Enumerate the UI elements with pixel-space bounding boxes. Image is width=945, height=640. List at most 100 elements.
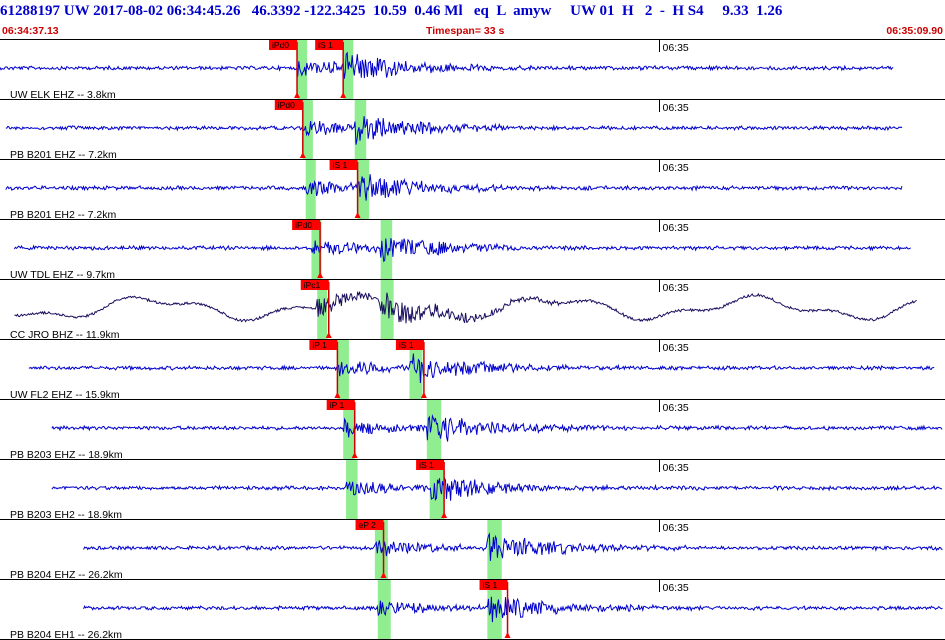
channel-label: PB B201 EHZ -- 7.2km (10, 149, 117, 161)
event-datetime: 2017-08-02 06:34:45.26 (93, 3, 241, 19)
event-type: eq (473, 3, 489, 19)
pick-window (380, 280, 394, 340)
channel-row: 06:35 iPc1 CC JRO BHZ -- 11.9km (0, 280, 945, 341)
pick-label: iPd0 (278, 100, 295, 110)
pick-marker (420, 392, 427, 398)
minute-tick-label: 06:35 (663, 582, 689, 594)
waveform-trace (0, 51, 894, 79)
minute-tick-label: 06:35 (663, 42, 689, 54)
pick-window (377, 580, 391, 640)
pick-window (302, 100, 313, 160)
channel-row: 06:35 eP 2 PB B204 EHZ -- 26.2km (0, 520, 945, 581)
minute-tick-label: 06:35 (663, 462, 689, 474)
pick-label: iPc1 (304, 280, 321, 290)
pick-window (346, 460, 358, 520)
pick-label-box (416, 460, 445, 470)
channel-label: PB B203 EHZ -- 18.9km (10, 449, 123, 461)
pick-marker (380, 572, 387, 578)
pick-marker (317, 272, 324, 278)
channel-row: 06:35 iS 1 PB B201 EH2 -- 7.2km (0, 160, 945, 221)
minute-tick-label: 06:35 (663, 522, 689, 534)
channel-row: 06:35 iPd0 iS 1 UW ELK EHZ -- 3.8km (0, 40, 945, 101)
channel-label: PB B204 EHZ -- 26.2km (10, 569, 123, 581)
pick-marker (334, 392, 341, 398)
channel-label: UW FL2 EHZ -- 15.9km (10, 389, 120, 401)
pick-marker (340, 92, 347, 98)
pick-label: iPd0 (272, 40, 289, 50)
rms: 9.33 (722, 3, 749, 19)
flag: L (496, 3, 506, 19)
pick-window (343, 400, 355, 460)
user: amyw (513, 3, 552, 19)
pick-label: iS 1 (399, 340, 414, 350)
pick-label-box (479, 580, 508, 590)
pick-label-box (326, 400, 355, 410)
pick-label-box (395, 340, 424, 350)
channel-row: 06:35 iPd0 PB B201 EHZ -- 7.2km (0, 100, 945, 161)
channel-row: 06:35 iS 1 PB B203 EH2 -- 18.9km (0, 460, 945, 521)
depth: 10.59 (373, 3, 407, 19)
pick-window (297, 40, 308, 100)
pick-label-box (329, 160, 358, 170)
channel-row: 06:35 iP 1 iS 1 UW FL2 EHZ -- 15.9km (0, 340, 945, 401)
quality: H (621, 3, 634, 19)
pick-label: iP 1 (312, 340, 327, 350)
pick-label: iS 1 (318, 40, 333, 50)
pick-window (426, 400, 442, 460)
channel-label: PB B204 EH1 -- 26.2km (10, 629, 122, 640)
pick-window (374, 520, 388, 580)
end-time: 06:35:09.90 (886, 25, 943, 37)
pick-marker (299, 152, 306, 158)
pick-label-box (274, 100, 303, 110)
pick-label-box (269, 40, 298, 50)
pick-label: iPd0 (295, 220, 312, 230)
pick-label: iS 1 (333, 160, 348, 170)
minute-tick-label: 06:35 (663, 282, 689, 294)
channel-label: PB B201 EH2 -- 7.2km (10, 209, 116, 221)
start-time: 06:34:37.13 (2, 25, 59, 37)
waveform-trace (5, 174, 903, 201)
minute-tick-label: 06:35 (663, 102, 689, 114)
pick-marker (354, 212, 361, 218)
pick-window (487, 580, 502, 640)
error: 1.26 (756, 3, 783, 19)
waveform-trace (14, 290, 917, 324)
pick-marker (351, 452, 358, 458)
channel-row: 06:35 iS 1 PB B204 EH1 -- 26.2km (0, 580, 945, 640)
magnitude: 0.46 (414, 3, 441, 19)
channel-label: CC JRO BHZ -- 11.9km (10, 329, 120, 341)
pick-window (357, 160, 370, 220)
waveform-trace (51, 476, 943, 502)
timespan-label: Timespan= (426, 25, 481, 37)
pick-marker (325, 332, 332, 338)
pick-label-box (309, 340, 338, 350)
timespan: Timespan= 33 s (426, 25, 504, 37)
minute-tick-label: 06:35 (663, 402, 689, 414)
minute-tick-label: 06:35 (663, 222, 689, 234)
pick-label: eP 2 (359, 520, 377, 530)
pick-marker (294, 92, 301, 98)
pick-label-box (315, 40, 344, 50)
event-header-line: 61288197 UW 2017-08-02 06:34:45.26 46.33… (0, 3, 945, 23)
waveform-trace (83, 532, 943, 561)
channel-row: 06:35 iPd0 UW TDL EHZ -- 9.7km (0, 220, 945, 281)
channel-label: PB B203 EH2 -- 18.9km (10, 509, 122, 521)
pick-label: iP 1 (330, 400, 345, 410)
network: UW (63, 3, 90, 19)
pick-window (337, 340, 349, 400)
minute-tick-label: 06:35 (663, 162, 689, 174)
channel-label: UW ELK EHZ -- 3.8km (10, 89, 116, 101)
latitude: 46.3392 (251, 3, 301, 19)
waveform-trace (28, 353, 935, 384)
waveform-trace (51, 414, 943, 442)
waveform-trace (5, 116, 903, 145)
waveform-trace (13, 238, 911, 263)
pick-window (343, 40, 354, 100)
magnitude-type: Ml (444, 3, 463, 19)
minute-tick-label: 06:35 (663, 342, 689, 354)
pick-label: iS 1 (483, 580, 498, 590)
pick-window (409, 340, 423, 400)
pick-label-box (355, 520, 384, 530)
